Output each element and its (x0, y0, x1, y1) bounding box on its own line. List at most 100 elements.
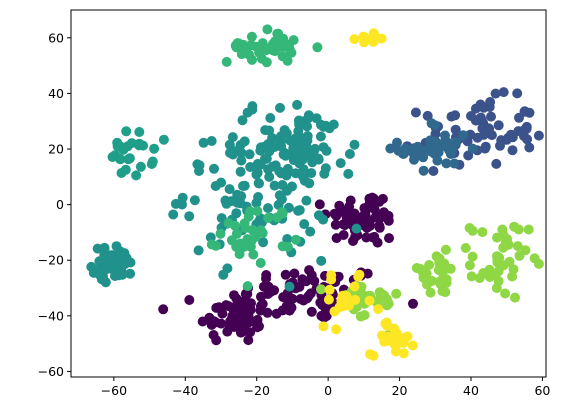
scatter-point (349, 281, 360, 292)
scatter-point (276, 194, 287, 205)
scatter-point (247, 54, 257, 65)
scatter-point (514, 112, 524, 123)
y-axis: −60 −40 −20 0 20 40 60 (38, 30, 71, 379)
scatter-point (474, 273, 485, 284)
scatter-point (464, 260, 475, 271)
scatter-point (446, 111, 457, 122)
scatter-point (291, 153, 302, 164)
x-tick-label: 60 (534, 383, 550, 398)
scatter-point (229, 290, 239, 301)
scatter-point (512, 241, 523, 252)
scatter-point (354, 269, 365, 280)
scatter-point (382, 332, 392, 343)
scatter-point (355, 311, 366, 322)
scatter-point (432, 155, 443, 166)
x-axis: −60 −40 −20 0 20 40 60 (101, 377, 550, 398)
scatter-point (467, 225, 478, 236)
scatter-point (235, 166, 246, 177)
scatter-point (524, 107, 535, 118)
scatter-point (259, 141, 270, 152)
scatter-point (253, 192, 264, 202)
scatter-point (149, 143, 160, 154)
scatter-point (507, 271, 518, 282)
scatter-point (277, 40, 288, 51)
scatter-point (252, 206, 263, 217)
scatter-point (492, 251, 502, 262)
scatter-point (374, 222, 385, 233)
scatter-point (256, 291, 266, 302)
scatter-point (246, 31, 257, 42)
scatter-point (269, 42, 280, 53)
scatter-point (365, 349, 376, 360)
scatter-point (236, 191, 247, 202)
scatter-point (410, 107, 421, 118)
scatter-point (299, 116, 310, 126)
scatter-point (245, 206, 256, 217)
scatter-point (279, 147, 290, 158)
scatter-point (229, 302, 240, 313)
scatter-point (275, 102, 285, 113)
scatter-point (378, 207, 389, 218)
scatter-point (458, 130, 469, 141)
scatter-point (125, 268, 136, 279)
points-layer (86, 24, 544, 361)
scatter-point (349, 34, 360, 45)
scatter-point (277, 207, 288, 218)
scatter-point (193, 245, 204, 256)
scatter-point (258, 237, 269, 248)
scatter-point (391, 288, 402, 299)
scatter-point (320, 163, 331, 174)
scatter-point (123, 154, 134, 165)
scatter-point (324, 284, 335, 295)
scatter-point (135, 161, 146, 172)
scatter-point (484, 123, 495, 134)
scatter-point (398, 348, 409, 359)
scatter-point (301, 195, 312, 206)
scatter-point (184, 295, 195, 305)
scatter-point (282, 234, 293, 244)
scatter-point (345, 213, 356, 224)
scatter-point (465, 129, 476, 140)
scatter-point (359, 36, 370, 46)
scatter-point (428, 166, 439, 176)
scatter-point (490, 269, 501, 280)
scatter-point (241, 45, 251, 56)
scatter-point (507, 145, 518, 156)
scatter-point (434, 253, 445, 264)
x-tick-label: 40 (463, 383, 479, 398)
scatter-point (506, 129, 516, 140)
scatter-point (113, 270, 124, 281)
scatter-point (257, 228, 268, 239)
scatter-point (206, 136, 217, 146)
y-tick-label: 20 (48, 142, 64, 157)
scatter-point (441, 277, 452, 288)
scatter-point (373, 304, 384, 315)
scatter-point (224, 184, 235, 195)
scatter-point (500, 288, 511, 299)
scatter-point (235, 327, 246, 338)
scatter-point (274, 134, 285, 145)
scatter-point (289, 268, 300, 279)
scatter-point (490, 88, 501, 99)
scatter-point (263, 203, 273, 214)
scatter-point (305, 226, 316, 237)
scatter-point (350, 294, 361, 305)
scatter-point (418, 272, 429, 283)
scatter-point (271, 308, 282, 319)
scatter-point (411, 263, 422, 273)
scatter-point (277, 180, 288, 190)
scatter-point (221, 56, 232, 67)
scatter-point (269, 180, 280, 191)
scatter-point (467, 251, 478, 262)
scatter-point (384, 233, 394, 244)
scatter-point (158, 134, 169, 145)
scatter-point (92, 243, 103, 254)
scatter-point (316, 255, 327, 266)
x-tick-label: 20 (392, 383, 408, 398)
scatter-point (385, 143, 396, 154)
scatter-point (263, 213, 274, 223)
scatter-point (236, 147, 247, 158)
scatter-point (361, 232, 372, 243)
scatter-point (383, 298, 394, 309)
scatter-point (189, 195, 200, 206)
